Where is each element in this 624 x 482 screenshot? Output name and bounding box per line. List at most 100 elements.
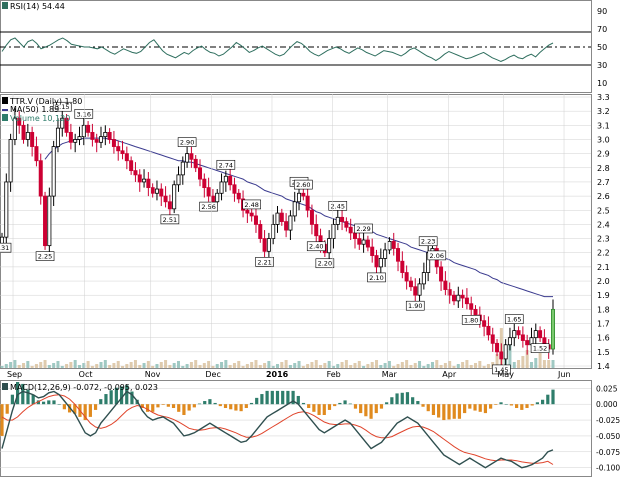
price-panel-frame <box>0 94 592 369</box>
volume-bar <box>448 361 452 368</box>
volume-bar <box>30 366 34 368</box>
candle-body <box>8 139 13 183</box>
macd-histogram-bar <box>119 386 124 405</box>
volume-bar <box>34 364 38 368</box>
candle-body <box>275 212 280 225</box>
macd-histogram-bar <box>374 404 378 414</box>
macd-histogram-bar <box>239 404 243 412</box>
price-tick-label: 1.9 <box>597 291 610 300</box>
price-annotation-label: 2.74 <box>219 161 233 169</box>
price-annotation-box <box>177 137 197 147</box>
macd-tick-label: 0.025 <box>596 384 618 393</box>
macd-histogram-bar <box>307 404 311 409</box>
candle-body <box>357 238 362 245</box>
candle-body <box>150 187 155 194</box>
month-label: Oct <box>79 370 93 379</box>
macd-histogram-bar <box>41 401 46 405</box>
macd-histogram-bar <box>478 404 482 412</box>
macd-histogram-bar <box>390 397 394 405</box>
price-annotation-label: 1.65 <box>507 316 521 324</box>
rsi-tick-label: 70 <box>597 25 607 34</box>
price-annotation-label: 2.48 <box>244 201 258 209</box>
macd-histogram-bar <box>426 404 430 412</box>
price-annotation-box <box>405 300 425 311</box>
macd-histogram-bar <box>83 404 87 421</box>
candle-body <box>99 136 104 143</box>
volume-bar <box>547 360 551 368</box>
price-legend-ticker: TTR.V (Daily) 1.80 <box>9 97 82 106</box>
volume-bar <box>22 363 26 368</box>
price-annotation-box <box>504 314 524 324</box>
candle-body <box>223 175 228 183</box>
macd-histogram-bar <box>88 404 92 417</box>
price-legend: TTR.V (Daily) 1.80 MA(50) 1.89 Volume 10… <box>2 97 82 123</box>
macd-histogram-bar <box>489 404 493 409</box>
volume-bar <box>482 366 486 368</box>
candle-body <box>60 117 65 129</box>
volume-bar <box>168 365 172 368</box>
macd-histogram-bar <box>223 404 228 409</box>
candle-body <box>327 238 332 254</box>
macd-histogram-bar <box>0 404 4 436</box>
rsi-tick-label: 10 <box>597 79 607 88</box>
candle-body <box>279 212 284 222</box>
macd-histogram-bar <box>468 404 472 409</box>
volume-bar <box>69 362 73 368</box>
volume-bar <box>164 360 168 368</box>
volume-bar <box>452 366 456 368</box>
price-annotation-box <box>367 272 386 283</box>
macd-histogram-bar <box>166 404 170 407</box>
candle-body <box>198 167 203 180</box>
candle-body <box>374 255 379 268</box>
volume-bar <box>439 365 443 368</box>
candle-body <box>137 174 142 183</box>
macd-histogram-bar <box>442 404 446 421</box>
macd-histogram-bar <box>130 391 134 405</box>
volume-bar <box>129 362 133 368</box>
volume-bar <box>211 366 215 368</box>
volume-bar <box>353 363 357 368</box>
candle-body <box>387 241 392 251</box>
macd-histogram-bar <box>333 404 337 407</box>
volume-bar <box>310 362 314 368</box>
volume-bar <box>443 363 447 368</box>
volume-bar <box>319 365 323 368</box>
candle-body <box>396 248 401 262</box>
candle-body <box>439 266 444 282</box>
volume-bar <box>108 365 112 368</box>
volume-bar <box>340 362 344 368</box>
volume-bars <box>0 328 555 368</box>
price-tick-label: 2.4 <box>597 220 610 229</box>
volume-bar <box>508 340 512 368</box>
macd-tick-label: -0.025 <box>596 416 620 425</box>
macd-histogram-bar <box>551 389 555 405</box>
volume-bar <box>52 363 56 368</box>
candle-body <box>154 188 159 194</box>
candle-body <box>292 201 297 217</box>
candle-body <box>340 216 345 222</box>
candle-body <box>180 161 185 176</box>
volume-bar <box>232 363 236 368</box>
price-tick-label: 2.1 <box>597 263 610 272</box>
price-annotation-box <box>315 258 335 269</box>
candle-body <box>400 260 405 273</box>
price-annotation-label: 1.52 <box>533 345 547 353</box>
candle-body <box>206 187 211 197</box>
candle-body <box>159 188 164 197</box>
macd-histogram-bar <box>93 404 98 410</box>
macd-histogram-bar <box>437 404 441 418</box>
macd-histogram-bar <box>494 404 498 405</box>
candle-body <box>124 153 129 162</box>
volume-bar <box>474 363 478 368</box>
volume-bar <box>138 365 142 368</box>
volume-bar <box>331 366 335 368</box>
candle-body <box>469 303 474 310</box>
volume-bar <box>366 364 370 368</box>
candle-body <box>86 124 91 133</box>
candle-body <box>456 294 461 302</box>
macd-axis: 0.025 0.000 -0.025 -0.050 -0.075 -0.100 <box>596 384 620 472</box>
candle-body <box>111 139 116 147</box>
macd-histogram-bar <box>400 392 404 405</box>
price-tick-label: 3.2 <box>597 107 610 116</box>
volume-bar <box>392 366 396 368</box>
